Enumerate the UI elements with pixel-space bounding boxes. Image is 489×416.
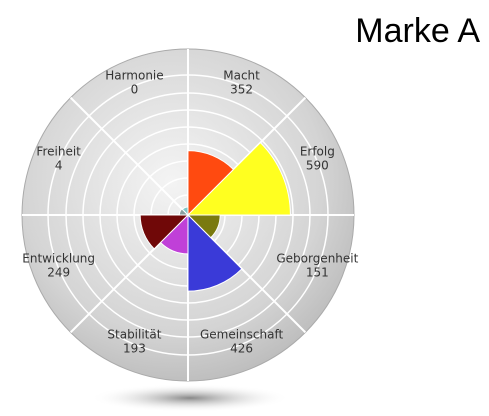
category-label: Freiheit [36, 144, 81, 158]
category-label: Macht [223, 69, 260, 83]
shadow [90, 384, 290, 412]
value-label: 4 [55, 158, 63, 172]
wedge [187, 213, 243, 292]
category-label: Gemeinschaft [200, 327, 284, 341]
value-label: 352 [230, 83, 253, 97]
category-label: Erfolg [300, 144, 335, 158]
value-label: 590 [306, 158, 329, 172]
value-label: 193 [123, 341, 146, 355]
chart-title: Marke A [355, 12, 480, 50]
value-label: 426 [230, 341, 253, 355]
category-label: Stabilität [107, 327, 161, 341]
wedges [139, 141, 291, 292]
value-label: 151 [306, 266, 329, 280]
category-label: Harmonie [105, 69, 163, 83]
wedge [186, 141, 291, 216]
category-label: Geborgenheit [276, 252, 358, 266]
value-label: 0 [131, 83, 139, 97]
wedge [139, 214, 190, 250]
wedge [181, 206, 189, 217]
spoke [69, 96, 189, 216]
category-label: Entwicklung [22, 252, 95, 266]
value-label: 249 [47, 266, 70, 280]
